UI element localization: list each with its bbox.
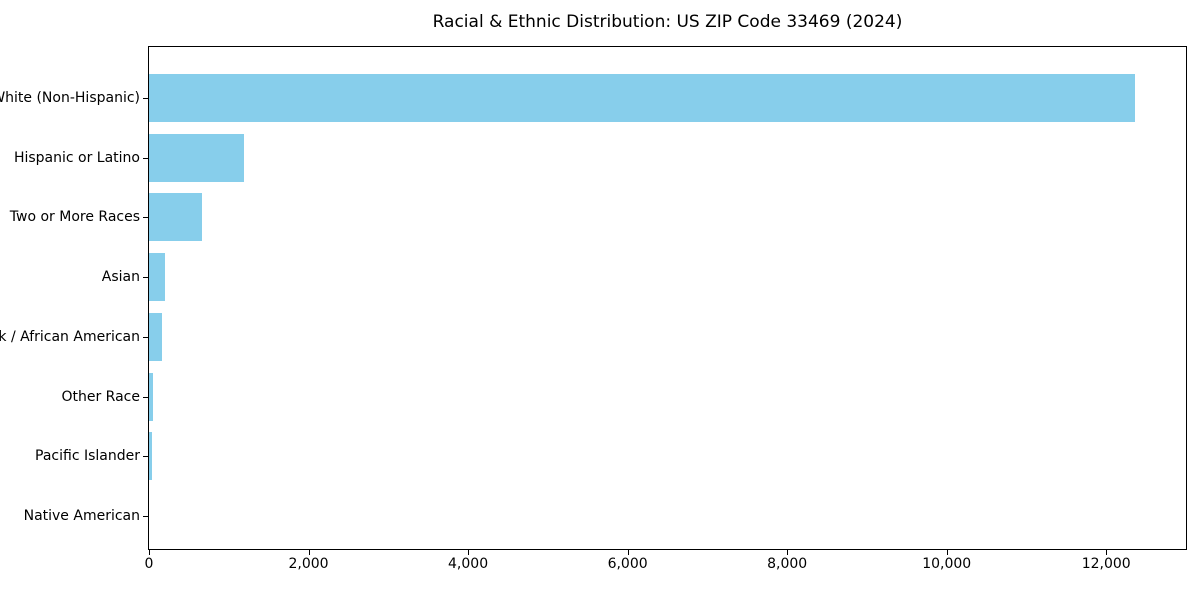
x-tick-label: 6,000 xyxy=(607,556,648,572)
x-tick-label: 4,000 xyxy=(448,556,489,572)
bar xyxy=(149,253,166,302)
y-tick-label: Pacific Islander xyxy=(35,448,140,465)
x-tick-label: 12,000 xyxy=(1081,556,1131,572)
x-tick-label: 0 xyxy=(144,556,154,572)
bar xyxy=(149,133,245,182)
y-tick-mark xyxy=(143,98,148,99)
y-tick-mark xyxy=(143,456,148,458)
x-tick-mark xyxy=(308,550,310,555)
bar xyxy=(149,74,1135,122)
y-tick-label: Other Race xyxy=(61,388,140,405)
y-tick-mark xyxy=(143,515,148,517)
x-tick-mark xyxy=(946,550,948,555)
bar xyxy=(149,312,162,361)
x-tick-mark xyxy=(149,550,150,555)
y-tick-mark xyxy=(143,336,148,338)
y-tick-label: Black / African American xyxy=(0,328,140,345)
y-tick-label: Two or More Races xyxy=(9,209,140,226)
bar xyxy=(149,193,203,242)
y-tick-mark xyxy=(143,396,148,398)
bar xyxy=(149,432,153,481)
y-tick-mark xyxy=(143,157,148,159)
x-tick-mark xyxy=(627,550,629,555)
plot-area: White (Non-Hispanic) Hispanic or Latino Tw… xyxy=(0,46,1187,571)
y-tick-mark xyxy=(143,217,148,219)
x-tick-label: 10,000 xyxy=(922,556,972,572)
chart-title: Racial & Ethnic Distribution: US ZIP Cod… xyxy=(432,12,903,32)
y-tick-label: Hispanic or Latino xyxy=(13,149,140,166)
x-tick-label: 2,000 xyxy=(288,556,329,572)
y-tick-label: Asian xyxy=(101,269,140,286)
x-tick-label: 8,000 xyxy=(767,556,808,572)
x-tick-mark xyxy=(468,550,470,555)
x-tick-mark xyxy=(1106,550,1108,555)
y-tick-label: Native American xyxy=(23,507,140,524)
y-tick-label: White (Non-Hispanic) xyxy=(0,90,140,106)
y-tick-mark xyxy=(143,277,148,279)
bar xyxy=(149,372,153,421)
x-tick-mark xyxy=(787,550,789,555)
